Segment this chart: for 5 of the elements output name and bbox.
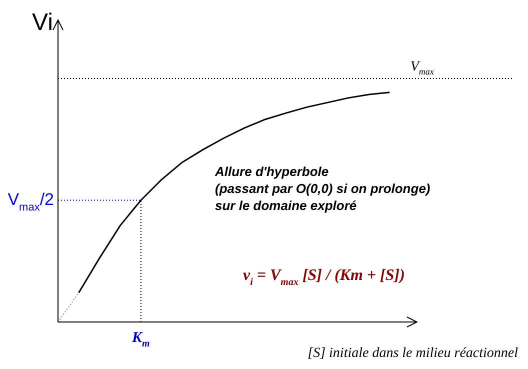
annotation: (passant par O(0,0) si on prolonge) <box>215 181 430 196</box>
annotation: sur le domaine exploré <box>215 198 357 213</box>
annotation: Allure d'hyperbole <box>214 164 329 179</box>
y-axis-title: Vi <box>32 9 53 36</box>
x-axis-title: [S] initiale dans le milieu réactionnel <box>308 346 518 361</box>
